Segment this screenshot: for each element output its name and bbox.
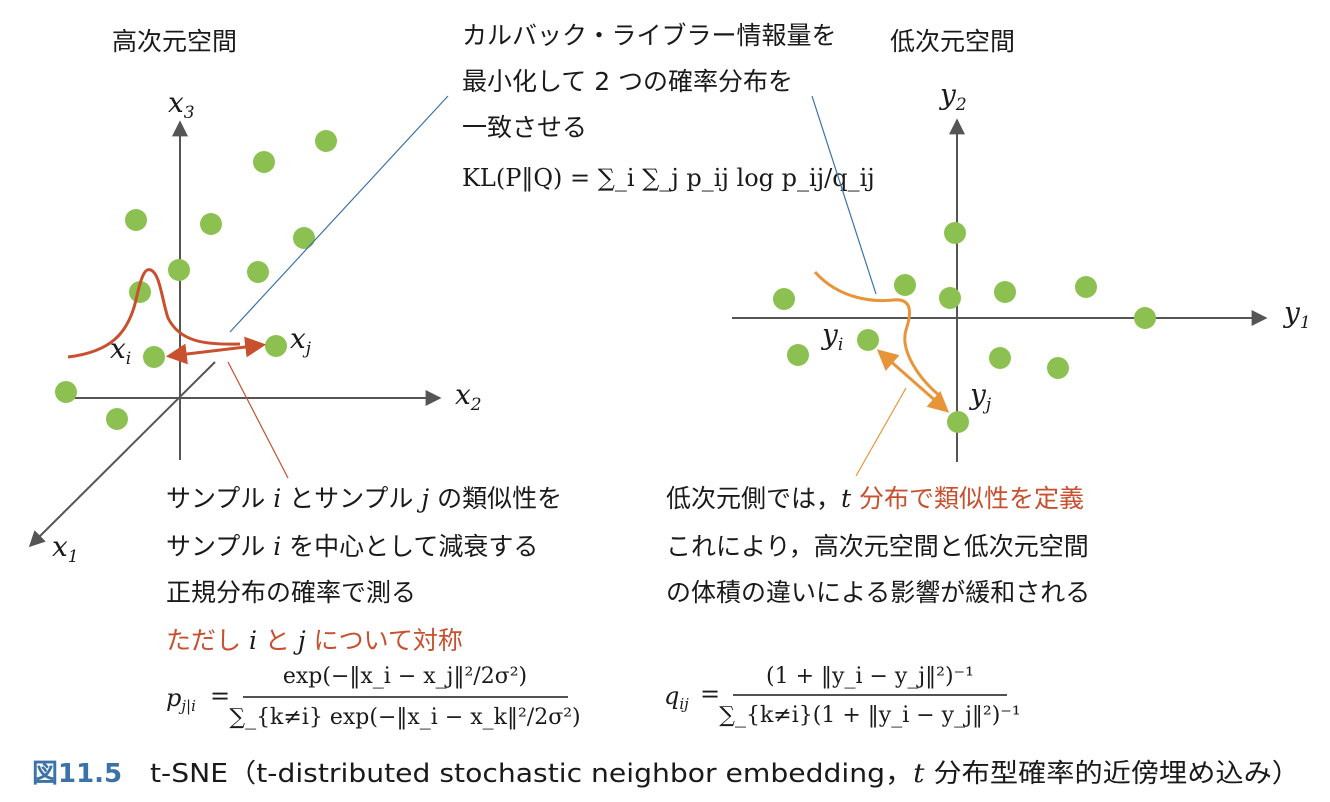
t-formula-eq: = — [700, 680, 720, 708]
data-point — [1075, 276, 1097, 298]
kl-annotation-line3: 一致させる — [462, 113, 587, 142]
t-formula-denominator: ∑_{k≠i}(1 + ‖y_i − y_j‖²)⁻¹ — [719, 703, 1020, 728]
t-distribution-formula: qij = (1 + ‖y_i − y_j‖²)⁻¹ ∑_{k≠i}(1 + ‖… — [664, 664, 1021, 728]
left-panel-title: 高次元空間 — [112, 27, 237, 56]
data-point-yj — [947, 411, 969, 433]
left-annotation-line1: サンプル i とサンプル j の類似性を — [166, 484, 562, 513]
kl-leader-line-left — [229, 95, 449, 333]
data-point — [944, 222, 966, 244]
data-point-xj — [265, 335, 287, 357]
x1-axis — [28, 361, 216, 548]
kl-formula: KL(P‖Q) = ∑_i ∑_j p_ij log p_ij/q_ij — [462, 164, 875, 193]
right-annotation: 低次元側では，t 分布で類似性を定義 これにより，高次元空間と低次元空間 の体積… — [666, 484, 1090, 607]
kl-annotation-line1: カルバック・ライブラー情報量を — [462, 21, 837, 50]
data-point — [315, 130, 337, 152]
data-point — [989, 347, 1011, 369]
caption-number: 図11.5 — [32, 759, 122, 789]
x2-axis-label: x2 — [455, 378, 482, 415]
xi-xj-similarity-arrow — [165, 336, 267, 365]
yi-yj-similarity-arrow — [876, 349, 950, 413]
high-dim-points — [55, 130, 337, 430]
data-point — [125, 209, 147, 231]
data-point-xi — [143, 346, 165, 368]
yj-label: yj — [968, 378, 992, 415]
data-point — [253, 151, 275, 173]
t-formula-lhs: qij — [664, 682, 689, 713]
t-formula-numerator: (1 + ‖y_i − y_j‖²)⁻¹ — [766, 664, 974, 689]
data-point — [1047, 357, 1069, 379]
gaussian-formula: pj|i = exp(−‖x_i − x_j‖²/2σ²) ∑_{k≠i} ex… — [166, 664, 581, 730]
data-point — [894, 274, 916, 296]
data-point — [55, 381, 77, 403]
data-point — [293, 227, 315, 249]
caption-text: t-SNE（t-distributed stochastic neighbor … — [150, 759, 1300, 789]
data-point — [129, 281, 151, 303]
data-point — [200, 213, 222, 235]
kl-leader-line-right — [811, 95, 877, 295]
gaussian-formula-eq: = — [210, 682, 230, 710]
data-point — [787, 344, 809, 366]
kl-annotation: カルバック・ライブラー情報量を 最小化して 2 つの確率分布を 一致させる KL… — [462, 21, 875, 193]
data-point — [773, 288, 795, 310]
y1-axis-label: y1 — [1282, 296, 1311, 333]
left-annotation-line3: 正規分布の確率で測る — [166, 578, 416, 607]
gaussian-formula-numerator: exp(−‖x_i − x_j‖²/2σ²) — [283, 664, 527, 689]
right-annotation-line1: 低次元側では，t 分布で類似性を定義 — [666, 484, 1084, 513]
left-annotation-line4: ただし i と j について対称 — [166, 626, 463, 655]
gaussian-formula-denominator: ∑_{k≠i} exp(−‖x_i − x_k‖²/2σ²) — [229, 705, 580, 730]
right-annotation-line2: これにより，高次元空間と低次元空間 — [666, 532, 1089, 561]
x3-axis-label: x3 — [168, 86, 195, 123]
data-point — [168, 259, 190, 281]
right-panel-title: 低次元空間 — [890, 27, 1015, 56]
xj-label: xj — [290, 322, 312, 359]
low-dim-points — [773, 222, 1156, 433]
gaussian-leader-line — [227, 361, 289, 479]
data-point — [994, 281, 1016, 303]
gaussian-curve — [67, 268, 241, 359]
data-point-yi — [857, 329, 879, 351]
figure-caption: 図11.5 t-SNE（t-distributed stochastic nei… — [32, 759, 1300, 789]
right-annotation-line3: の体積の違いによる影響が緩和される — [666, 578, 1090, 607]
data-point — [106, 408, 128, 430]
data-point — [1134, 307, 1156, 329]
data-point — [247, 261, 269, 283]
gaussian-formula-lhs: pj|i — [166, 684, 196, 715]
kl-annotation-line2: 最小化して 2 つの確率分布を — [462, 67, 793, 96]
xi-label: xi — [110, 332, 131, 369]
left-annotation-line2: サンプル i を中心として減衰する — [166, 532, 538, 561]
y2-axis-label: y2 — [938, 78, 967, 115]
data-point — [939, 287, 961, 309]
t-distribution-leader-line — [855, 387, 907, 477]
left-annotation: サンプル i とサンプル j の類似性を サンプル i を中心として減衰する 正… — [166, 484, 562, 655]
yi-label: yi — [820, 318, 843, 355]
x1-axis-label: x1 — [52, 530, 79, 567]
